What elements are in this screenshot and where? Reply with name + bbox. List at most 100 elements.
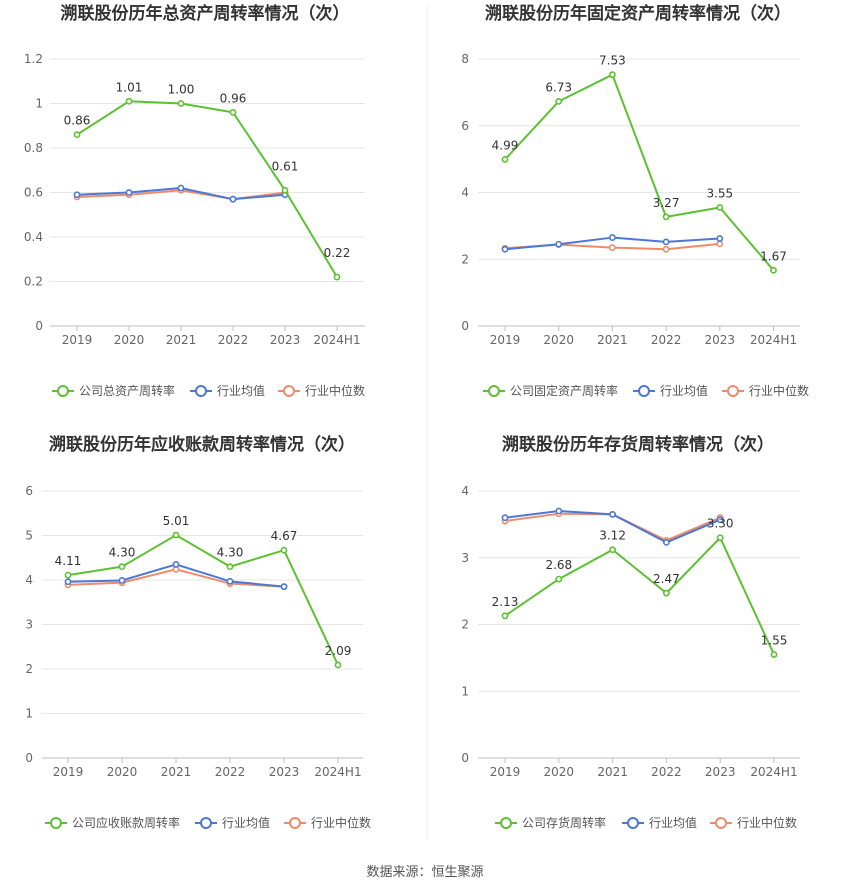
legend-marker-company [500, 817, 512, 829]
y-tick-label: 4 [461, 484, 469, 498]
y-tick-label: 4 [461, 186, 469, 200]
x-tick-label: 2022 [651, 333, 682, 347]
data-point-company [118, 563, 126, 571]
data-label: 4.11 [55, 554, 82, 568]
y-tick-label: 0 [25, 751, 33, 765]
y-tick-label: 2 [25, 662, 33, 676]
data-source: 数据来源：恒生聚源 [366, 865, 483, 880]
data-label: 4.30 [109, 546, 136, 560]
legend-marker-median [727, 385, 739, 397]
data-point-company [281, 186, 289, 194]
data-point-company [770, 651, 778, 658]
y-tick-label: 0 [35, 319, 43, 333]
data-label: 2.09 [325, 644, 352, 658]
data-label: 2.47 [653, 572, 680, 586]
data-label: 6.73 [545, 80, 572, 94]
data-label: 4.99 [492, 138, 519, 152]
series-line-company [504, 536, 775, 655]
y-tick-label: 0 [461, 319, 469, 333]
data-label: 3.27 [653, 196, 680, 210]
data-point-company [555, 97, 563, 105]
data-label: 2.13 [492, 595, 519, 609]
data-label: 0.61 [272, 159, 299, 173]
x-tick-label: 2020 [544, 765, 575, 779]
x-tick-label: 2024H1 [313, 333, 360, 347]
data-label: 1.00 [168, 83, 195, 97]
data-point-company [663, 589, 670, 597]
y-tick-label: 0 [461, 751, 469, 765]
data-point-average [125, 189, 133, 196]
data-point-company [177, 100, 185, 107]
x-tick-label: 2020 [543, 333, 574, 347]
data-point-company [501, 612, 509, 620]
x-tick-label: 2021 [166, 333, 197, 347]
y-tick-label: 1.2 [24, 52, 43, 66]
data-point-average [226, 577, 234, 585]
legend-marker-median [283, 385, 295, 397]
legend-label-median: 行业中位数 [737, 815, 797, 830]
data-point-average [73, 191, 81, 199]
chart-title: 溯联股份历年存货周转率情况（次） [502, 434, 774, 455]
legend-marker-company [50, 817, 62, 829]
data-point-company [662, 213, 670, 221]
data-point-average [609, 234, 616, 241]
data-label: 7.53 [599, 54, 626, 68]
x-tick-label: 2021 [597, 333, 628, 347]
data-label: 1.55 [761, 634, 788, 648]
data-point-median [662, 245, 670, 253]
data-label: 4.67 [271, 529, 298, 543]
x-tick-label: 2020 [107, 765, 138, 779]
y-tick-label: 2 [461, 252, 469, 266]
y-tick-label: 0.6 [24, 186, 43, 200]
x-tick-label: 2024H1 [750, 333, 797, 347]
chart-title: 溯联股份历年总资产周转率情况（次） [61, 3, 350, 24]
x-tick-label: 2019 [490, 765, 521, 779]
data-point-company [229, 109, 237, 116]
data-point-company [334, 661, 342, 669]
legend-label-company: 公司存货周转率 [522, 815, 606, 830]
legend-marker-company [488, 385, 500, 397]
chart-title: 溯联股份历年应收账款周转率情况（次） [49, 434, 355, 455]
y-tick-label: 8 [461, 52, 469, 66]
data-point-company [555, 575, 563, 583]
data-point-average [555, 240, 563, 248]
data-point-company [64, 571, 72, 579]
series-line-company [76, 100, 338, 278]
data-label: 2.68 [545, 558, 572, 572]
data-point-average [663, 538, 670, 546]
data-label: 3.30 [707, 517, 734, 531]
data-label: 4.30 [217, 546, 244, 560]
data-point-average [229, 195, 237, 203]
y-tick-label: 0.2 [24, 275, 43, 289]
legend-label-average: 行业均值 [660, 383, 708, 398]
y-tick-label: 1 [25, 707, 33, 721]
series-line-company [67, 534, 339, 666]
data-point-company [716, 204, 724, 211]
data-label: 1.67 [760, 249, 787, 263]
series-line-company [504, 73, 775, 271]
legend-label-median: 行业中位数 [749, 383, 809, 398]
legend-marker-median [715, 817, 727, 829]
y-tick-label: 0.8 [24, 141, 43, 155]
data-point-median [609, 244, 616, 251]
x-tick-label: 2019 [53, 765, 84, 779]
x-tick-label: 2023 [705, 765, 736, 779]
legend-label-company: 公司应收账款周转率 [72, 815, 180, 830]
y-tick-label: 3 [25, 618, 33, 632]
data-point-company [172, 531, 180, 539]
legend-marker-median [289, 817, 301, 829]
legend-marker-average [627, 817, 639, 829]
data-label: 0.22 [324, 246, 351, 260]
data-point-company [609, 546, 616, 554]
data-point-company [609, 71, 616, 79]
x-tick-label: 2021 [161, 765, 192, 779]
chart-title: 溯联股份历年固定资产周转率情况（次） [485, 3, 791, 24]
legend-label-average: 行业均值 [217, 383, 265, 398]
data-point-average [172, 561, 180, 568]
data-point-average [609, 510, 616, 518]
y-tick-label: 6 [461, 119, 469, 133]
x-tick-label: 2023 [705, 333, 736, 347]
x-tick-label: 2023 [269, 765, 300, 779]
data-point-average [501, 514, 509, 522]
